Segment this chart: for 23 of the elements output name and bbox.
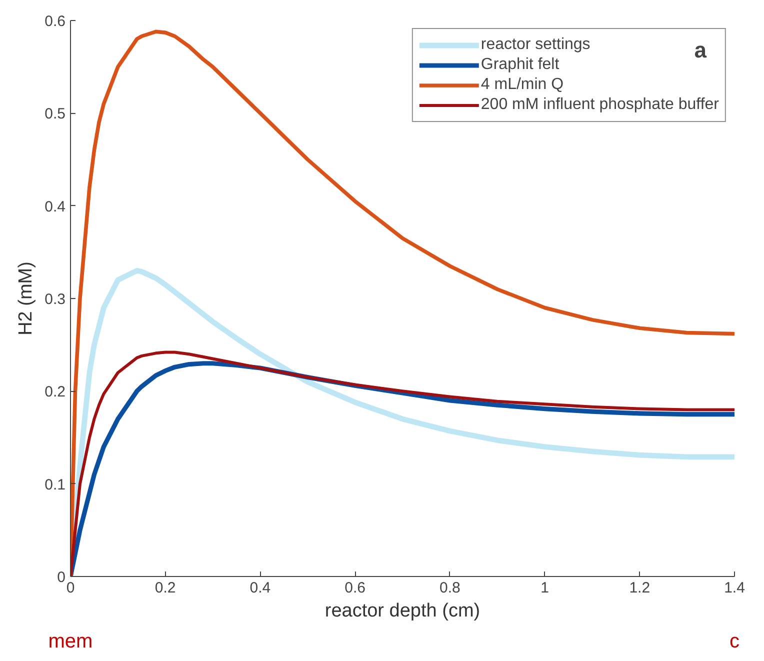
text: c (730, 630, 740, 652)
text: mem (48, 630, 93, 652)
annotation: a (694, 38, 708, 62)
y-tick-label: 0.3 (44, 291, 66, 308)
y-tick-label: 0.1 (44, 476, 66, 494)
x-tick-label: 0.6 (344, 580, 366, 596)
x-tick-label: 1.2 (629, 580, 650, 596)
y-tick-label: 0.5 (44, 106, 66, 123)
legend-label: reactor settings (480, 35, 590, 55)
x-tick-label: 1 (540, 580, 549, 596)
y-tick-label: 0 (57, 569, 66, 586)
legend-label: Graphit felt (480, 55, 560, 75)
x-axis-title: reactor depth (cm) (324, 600, 480, 622)
legend-label: 200 mM influent phosphate buffer (480, 95, 719, 115)
legend-label: 4 mL/min Q (480, 75, 564, 95)
x-tick-label: 1.4 (724, 580, 745, 596)
x-tick-label: 0.4 (250, 580, 271, 596)
y-tick-label: 0.2 (44, 384, 66, 401)
y-axis-title: H2 (mM) (16, 262, 37, 336)
y-tick-label: 0.4 (44, 198, 66, 216)
y-tick-label: 0.6 (44, 13, 66, 30)
x-tick-label: 0.2 (154, 580, 176, 596)
x-tick-label: 0.8 (440, 580, 460, 596)
